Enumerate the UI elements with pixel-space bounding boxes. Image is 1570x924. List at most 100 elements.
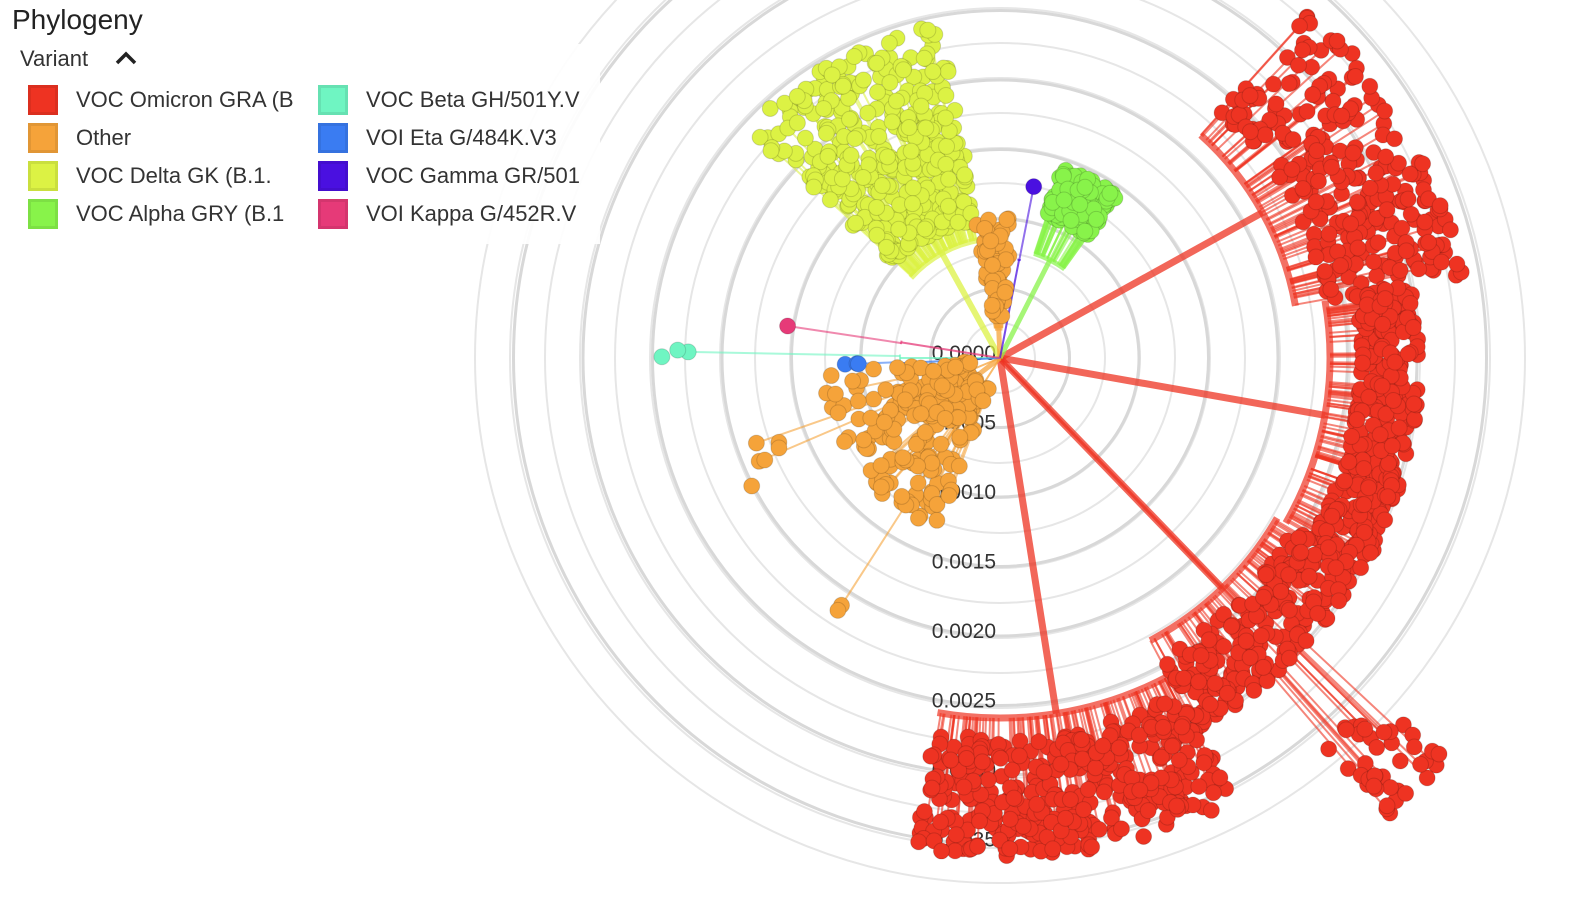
tip — [971, 812, 989, 830]
tip — [1090, 820, 1108, 838]
tip — [1391, 261, 1409, 279]
tip — [1079, 780, 1097, 798]
tip — [1376, 511, 1394, 529]
ring — [474, 0, 1526, 884]
tip — [829, 404, 847, 422]
legend-text: Other — [76, 125, 132, 150]
tip — [1173, 718, 1191, 736]
tip — [1156, 695, 1174, 713]
tip — [928, 511, 946, 529]
tip — [1405, 738, 1423, 756]
legend-item[interactable]: VOI Kappa G/452R.V — [318, 196, 590, 232]
tip — [1336, 472, 1354, 490]
legend-item[interactable]: VOC Gamma GR/501 — [318, 158, 590, 194]
tip — [1202, 801, 1220, 819]
tip — [1052, 755, 1070, 773]
tip — [974, 392, 992, 410]
legend-text: VOC Beta GH/501Y.V — [366, 87, 580, 112]
tip — [669, 341, 687, 359]
collapse-icon[interactable] — [114, 50, 138, 66]
tip — [1414, 155, 1432, 173]
tip — [940, 487, 958, 505]
tip — [909, 474, 927, 492]
branch — [1301, 649, 1422, 766]
tip — [1190, 673, 1208, 691]
tip — [1355, 460, 1373, 478]
tip — [1083, 838, 1101, 856]
tip — [1431, 197, 1449, 215]
tip — [955, 778, 973, 796]
tip — [1028, 795, 1046, 813]
tip — [819, 147, 837, 165]
tip — [1298, 102, 1316, 120]
legend-label[interactable]: Variant — [20, 46, 89, 71]
tip — [992, 749, 1010, 767]
branch — [901, 341, 1001, 359]
tip — [1283, 160, 1301, 178]
ring — [824, 182, 1176, 534]
tip — [1339, 760, 1357, 778]
tip — [883, 113, 901, 131]
tip — [1332, 257, 1350, 275]
tip — [1320, 740, 1338, 758]
tip — [1380, 455, 1398, 473]
tip — [1399, 345, 1417, 363]
ring — [649, 7, 1351, 709]
tip — [1377, 148, 1395, 166]
tip — [912, 405, 930, 423]
tip — [859, 104, 877, 122]
tip — [1014, 817, 1032, 835]
tip — [847, 214, 865, 232]
tip — [855, 431, 873, 449]
tip — [1289, 56, 1307, 74]
tip — [894, 449, 912, 467]
tip — [796, 129, 814, 147]
tip — [1383, 437, 1401, 455]
tip — [1163, 737, 1181, 755]
tip — [1290, 17, 1308, 35]
tip — [932, 435, 950, 453]
tip — [1001, 810, 1019, 828]
tip — [1061, 791, 1079, 809]
legend-item[interactable]: VOC Omicron GRA (B — [28, 82, 300, 118]
tip — [1397, 784, 1415, 802]
tip — [1139, 802, 1157, 820]
tip — [1304, 86, 1322, 104]
legend-item[interactable]: VOI Eta G/484K.V3 — [318, 120, 590, 156]
tick-label: 0.0020 — [932, 620, 996, 643]
legend-item[interactable]: VOC Beta GH/501Y.V — [318, 82, 590, 118]
legend-text: VOC Delta GK (B.1. — [76, 163, 272, 188]
tip — [912, 97, 930, 115]
tip — [875, 413, 893, 431]
tip — [1076, 222, 1094, 240]
tip — [1280, 75, 1298, 93]
legend-item[interactable]: VOC Delta GK (B.1. — [28, 158, 300, 194]
legend-item[interactable]: Other — [28, 120, 300, 156]
tip — [894, 61, 912, 79]
tip — [896, 391, 914, 409]
branch — [1266, 180, 1342, 222]
tip — [1192, 647, 1210, 665]
tip — [1076, 178, 1094, 196]
tip — [951, 428, 969, 446]
tip — [1373, 377, 1391, 395]
tip — [1410, 260, 1428, 278]
legend-item[interactable]: VOC Alpha GRY (B.1 — [28, 196, 300, 232]
tip — [1190, 777, 1208, 795]
tip — [950, 457, 968, 475]
tip — [1241, 87, 1259, 105]
tip — [1320, 225, 1338, 243]
tip — [1241, 123, 1259, 141]
legend-swatch — [318, 123, 348, 153]
branch — [939, 251, 1003, 360]
tip — [833, 170, 851, 188]
tip — [849, 392, 867, 410]
tip — [1382, 778, 1400, 796]
tip — [1310, 172, 1328, 190]
tip — [1401, 294, 1419, 312]
tip — [973, 753, 991, 771]
tip — [868, 54, 886, 72]
title: Phylogeny — [12, 4, 143, 35]
tip — [1346, 68, 1364, 86]
tip — [996, 283, 1014, 301]
